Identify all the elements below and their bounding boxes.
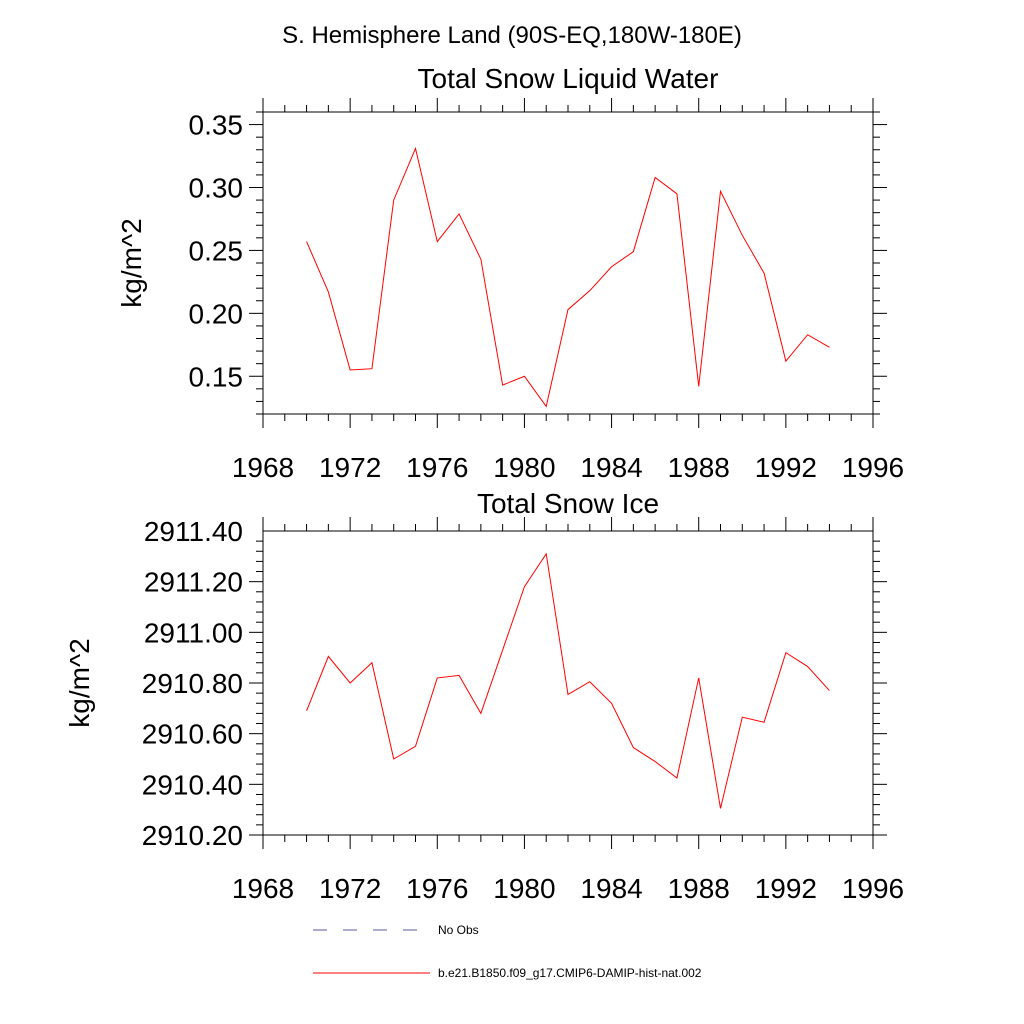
legend-item-model-run: b.e21.B1850.f09_g17.CMIP6-DAMIP-hist-nat… — [313, 966, 702, 980]
x-tick-label: 1996 — [842, 452, 904, 483]
panel-snow-ice: Total Snow Ice kg/m^2 1968 1972 1976 1980 19… — [64, 488, 904, 904]
y-axis-label: kg/m^2 — [64, 638, 95, 727]
y-tick-label: 0.25 — [189, 235, 244, 266]
figure-suptitle: S. Hemisphere Land (90S-EQ,180W-180E) — [282, 22, 742, 49]
y-tick-label: 2911.00 — [144, 617, 243, 648]
y-tick-label: 0.20 — [189, 298, 244, 329]
y-tick-label: 2910.60 — [142, 719, 243, 750]
y-tick-label: 2910.40 — [142, 769, 243, 800]
x-tick-label: 1984 — [580, 873, 642, 904]
legend: No Obs b.e21.B1850.f09_g17.CMIP6-DAMIP-h… — [313, 923, 702, 980]
panel-title: Total Snow Ice — [477, 488, 659, 519]
x-tick-label: 1988 — [668, 873, 730, 904]
x-tick-label: 1980 — [493, 452, 555, 483]
x-tick-label: 1976 — [406, 452, 468, 483]
x-tick-label: 1988 — [668, 452, 730, 483]
plot-frame — [262, 530, 874, 836]
y-tick-label: 0.15 — [189, 361, 244, 392]
x-tick-label: 1968 — [232, 452, 294, 483]
series-line — [306, 552, 830, 809]
y-tick-label: 2911.20 — [144, 567, 243, 598]
x-tick-label: 1996 — [842, 873, 904, 904]
y-tick-label: 2910.80 — [142, 668, 243, 699]
y-axis-label: kg/m^2 — [116, 218, 147, 307]
x-tick-label: 1968 — [232, 873, 294, 904]
legend-label: No Obs — [438, 923, 479, 937]
panel-snow-liquid-water: Total Snow Liquid Water kg/m^2 1968 1972 1… — [116, 63, 904, 483]
y-tick-label: 2911.40 — [144, 516, 243, 547]
x-tick-label: 1972 — [319, 452, 381, 483]
series-line — [306, 146, 830, 408]
legend-item-no-obs: No Obs — [313, 923, 479, 937]
x-tick-label: 1980 — [493, 873, 555, 904]
x-tick-label: 1976 — [406, 873, 468, 904]
x-tick-label: 1984 — [580, 452, 642, 483]
panel-title: Total Snow Liquid Water — [418, 63, 719, 94]
legend-label: b.e21.B1850.f09_g17.CMIP6-DAMIP-hist-nat… — [438, 966, 702, 980]
plot-frame — [262, 111, 874, 415]
x-tick-label: 1992 — [755, 873, 817, 904]
y-tick-label: 0.30 — [189, 173, 244, 204]
x-tick-label: 1972 — [319, 873, 381, 904]
y-tick-label: 0.35 — [189, 110, 244, 141]
y-tick-label: 2910.20 — [142, 820, 243, 851]
x-tick-label: 1992 — [755, 452, 817, 483]
